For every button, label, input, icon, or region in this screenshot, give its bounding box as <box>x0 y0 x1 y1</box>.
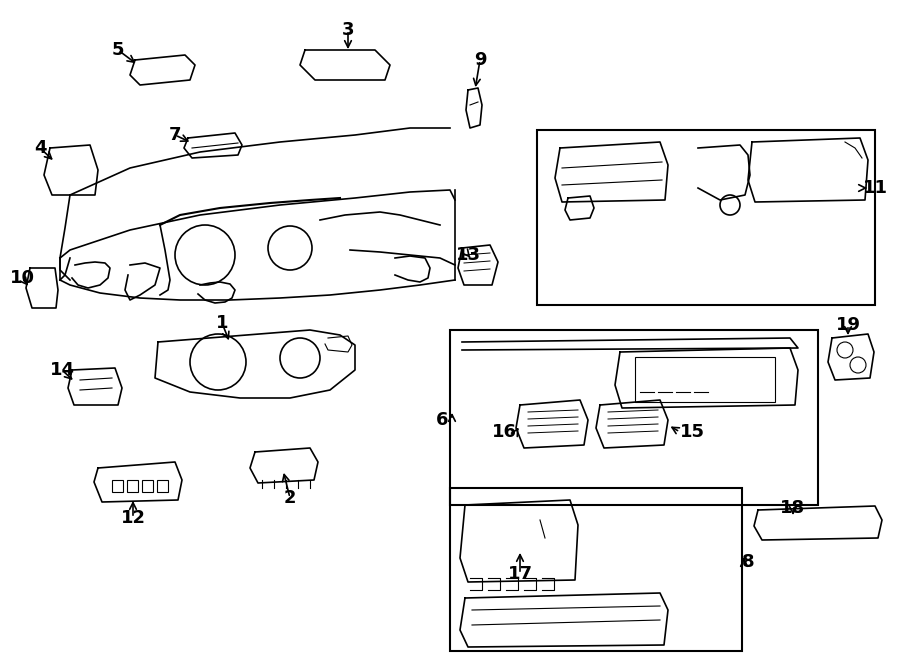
Bar <box>450 488 742 651</box>
Text: 12: 12 <box>121 509 146 527</box>
Text: 15: 15 <box>680 423 705 441</box>
Text: 16: 16 <box>491 423 517 441</box>
Text: 7: 7 <box>169 126 181 144</box>
Bar <box>127 480 138 492</box>
Bar <box>635 357 775 402</box>
Text: 1: 1 <box>216 314 229 332</box>
Bar <box>142 480 153 492</box>
Text: 6: 6 <box>436 411 448 429</box>
Bar <box>157 480 168 492</box>
Text: 10: 10 <box>10 269 34 287</box>
Text: 2: 2 <box>284 489 296 507</box>
Text: 13: 13 <box>455 246 481 264</box>
Text: 18: 18 <box>780 499 806 517</box>
Text: 4: 4 <box>34 139 46 157</box>
Bar <box>537 130 875 305</box>
Text: 17: 17 <box>508 565 533 583</box>
Text: 11: 11 <box>862 179 887 197</box>
Text: 8: 8 <box>742 553 754 571</box>
Text: 9: 9 <box>473 51 486 69</box>
Text: 19: 19 <box>835 316 860 334</box>
Text: 5: 5 <box>112 41 124 59</box>
Text: 14: 14 <box>50 361 75 379</box>
Text: 3: 3 <box>342 21 355 39</box>
Bar <box>112 480 123 492</box>
Bar <box>450 330 818 505</box>
